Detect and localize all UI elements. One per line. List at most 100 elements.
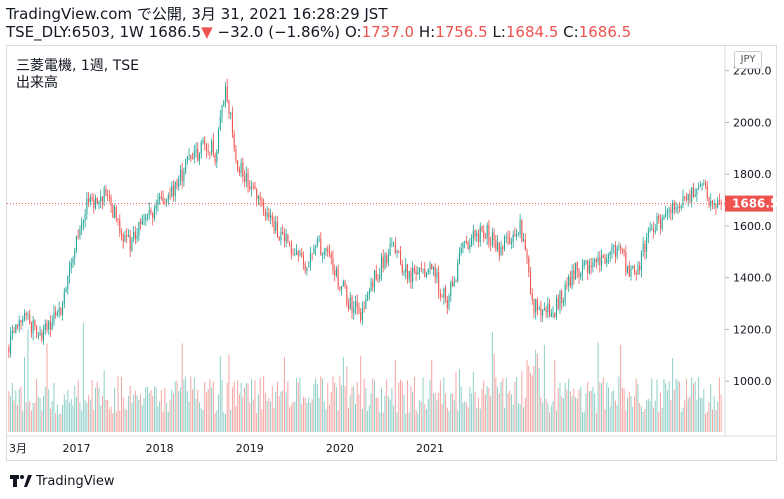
candle-body xyxy=(346,286,348,305)
candle-body xyxy=(278,236,280,240)
candle-body xyxy=(438,272,440,294)
volume-bar xyxy=(141,404,143,432)
volume-bar xyxy=(555,410,557,432)
candle-body xyxy=(640,251,642,271)
candle-body xyxy=(448,295,450,309)
candle-body xyxy=(583,260,585,266)
candle-body xyxy=(401,264,403,273)
candle-body xyxy=(538,307,540,310)
candle-body xyxy=(136,235,138,240)
volume-bar xyxy=(275,391,277,432)
brand-name: TradingView xyxy=(36,473,115,489)
candle-body xyxy=(370,281,372,291)
candle-body xyxy=(696,188,698,195)
volume-bar xyxy=(441,404,443,432)
candle-body xyxy=(616,247,618,257)
volume-bar xyxy=(554,359,556,432)
volume-bar xyxy=(490,396,492,432)
candle-body xyxy=(720,201,722,204)
candle-body xyxy=(673,203,675,211)
volume-bar xyxy=(685,379,687,432)
volume-bar xyxy=(549,412,551,432)
volume-bar xyxy=(415,410,417,432)
publish-info: TradingView.com で公開, 3月 31, 2021 16:28:2… xyxy=(6,5,387,23)
candle-body xyxy=(394,243,396,253)
volume-bar xyxy=(77,380,79,432)
candle-body xyxy=(467,242,469,249)
candle-body xyxy=(647,230,649,238)
candle-body xyxy=(107,195,109,197)
volume-bar xyxy=(711,409,713,432)
volume-bar xyxy=(445,393,447,432)
candle-body xyxy=(455,281,457,282)
candle-body xyxy=(197,149,199,161)
volume-bar xyxy=(169,400,171,432)
volume-bar xyxy=(609,406,611,432)
volume-bar xyxy=(62,405,64,432)
volume-bar xyxy=(296,377,298,432)
candle-body xyxy=(205,144,207,151)
volume-bar xyxy=(394,360,396,432)
volume-bar xyxy=(528,365,530,432)
volume-bar xyxy=(337,410,339,432)
volume-bar xyxy=(273,407,275,432)
candle-body xyxy=(545,308,547,313)
volume-bar xyxy=(325,409,327,432)
volume-bar xyxy=(145,387,147,432)
last-price-badge: 1686.5 xyxy=(725,195,778,212)
candle-body xyxy=(386,254,388,264)
candle-body xyxy=(247,173,249,187)
footer-brand[interactable]: TradingView xyxy=(10,472,115,490)
candle-body xyxy=(375,270,377,280)
volume-bar xyxy=(136,395,138,432)
volume-bar xyxy=(348,408,350,432)
volume-bar xyxy=(301,403,303,432)
candle-body xyxy=(309,253,311,267)
volume-bar xyxy=(443,377,445,432)
volume-bar xyxy=(200,407,202,432)
currency-badge[interactable]: JPY xyxy=(734,51,762,69)
volume-bar xyxy=(469,386,471,432)
candle-body xyxy=(164,202,166,204)
candle-body xyxy=(550,312,552,317)
candle-body xyxy=(242,162,244,177)
volume-bar xyxy=(625,410,627,432)
volume-bar xyxy=(517,403,519,432)
price-tick-label: 1800.0 xyxy=(733,168,772,181)
candle-body xyxy=(122,234,124,242)
candle-body xyxy=(77,235,79,237)
volume-bar xyxy=(436,400,438,432)
candle-body xyxy=(493,232,495,241)
candle-body xyxy=(627,265,629,273)
candle-body xyxy=(34,320,36,326)
volume-bar xyxy=(424,404,426,432)
candle-body xyxy=(701,183,703,185)
candle-body xyxy=(630,267,632,277)
candle-body xyxy=(323,251,325,255)
candle-body xyxy=(488,224,490,244)
volume-bar xyxy=(498,393,500,432)
volume-bar xyxy=(706,411,708,432)
volume-bar xyxy=(159,400,161,432)
volume-bar xyxy=(382,412,384,432)
candle-body xyxy=(292,254,294,256)
candle-body xyxy=(25,313,27,316)
candle-body xyxy=(507,236,509,239)
candle-body xyxy=(211,140,213,153)
volume-bar xyxy=(126,409,128,432)
volume-bar xyxy=(112,413,114,432)
candle-body xyxy=(120,232,123,235)
time-tick-label: 2017 xyxy=(62,442,90,455)
candle-body xyxy=(484,236,486,238)
candle-body xyxy=(301,252,303,257)
publish-info-text: TradingView.com で公開, 3月 31, 2021 16:28:2… xyxy=(6,5,388,23)
volume-bar xyxy=(249,402,251,432)
volume-bar xyxy=(257,394,259,432)
candle-body xyxy=(313,248,315,254)
volume-bar xyxy=(334,382,336,432)
volume-bar xyxy=(237,380,239,432)
volume-bar xyxy=(103,370,105,432)
volume-bar xyxy=(523,407,525,432)
volume-bar xyxy=(670,399,672,432)
